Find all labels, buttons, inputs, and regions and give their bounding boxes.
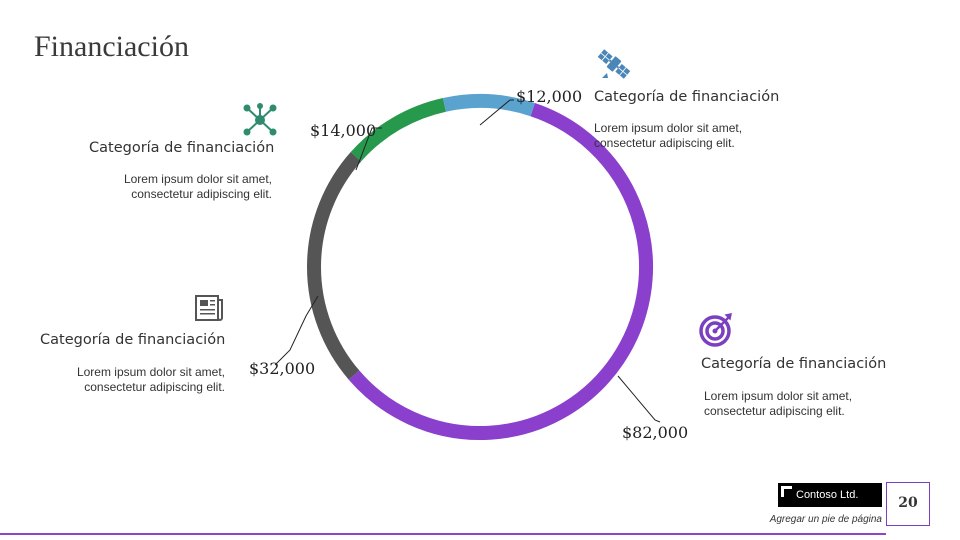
value-label-82000: $82,000	[622, 423, 689, 442]
category-title-bottom-right: Categoría de financiación	[701, 356, 887, 372]
category-desc-top-left: Lorem ipsum dolor sit amet, consectetur …	[52, 172, 272, 202]
category-desc-line: Lorem ipsum dolor sit amet,	[76, 365, 225, 379]
satellite-icon	[597, 49, 631, 79]
category-title-top-left: Categoría de financiación	[89, 140, 275, 156]
leader-line-12000	[479, 99, 514, 126]
category-desc-line: Lorem ipsum dolor sit amet,	[704, 389, 853, 403]
donut-slice-82000	[348, 102, 653, 440]
page-number: 20	[886, 482, 930, 526]
slide-title: Financiación	[34, 30, 189, 63]
leader-line-14000	[355, 127, 382, 171]
logo-mark	[781, 486, 792, 497]
donut-slice-12000	[442, 94, 535, 117]
leader-line-32000	[274, 295, 319, 366]
value-label-32000: $32,000	[249, 359, 316, 378]
category-desc-line: Lorem ipsum dolor sit amet,	[123, 172, 272, 186]
company-logo: Contoso Ltd.	[778, 483, 882, 507]
network-icon	[243, 103, 277, 136]
category-desc-line: consectetur adipiscing elit.	[594, 136, 735, 150]
bottom-accent-line	[0, 533, 886, 535]
leader-line-82000	[617, 375, 661, 423]
target-icon	[699, 313, 732, 347]
value-label-12000: $12,000	[516, 87, 583, 106]
category-desc-bottom-left: Lorem ipsum dolor sit amet, consectetur …	[5, 365, 225, 395]
donut-slice-14000	[350, 98, 447, 162]
donut-slice-32000	[307, 152, 362, 380]
value-label-14000: $14,000	[310, 121, 377, 140]
category-desc-top-right: Lorem ipsum dolor sit amet, consectetur …	[594, 121, 814, 151]
category-desc-line: consectetur adipiscing elit.	[84, 380, 225, 394]
logo-text: Contoso Ltd.	[796, 489, 859, 501]
newspaper-icon	[195, 295, 223, 321]
category-desc-line: consectetur adipiscing elit.	[704, 404, 845, 418]
category-title-bottom-left: Categoría de financiación	[40, 332, 226, 348]
category-desc-line: Lorem ipsum dolor sit amet,	[594, 121, 743, 135]
footer-text: Agregar un pie de página	[769, 514, 882, 525]
category-title-top-right: Categoría de financiación	[594, 89, 780, 105]
category-desc-line: consectetur adipiscing elit.	[131, 187, 272, 201]
category-desc-bottom-right: Lorem ipsum dolor sit amet, consectetur …	[704, 389, 924, 419]
